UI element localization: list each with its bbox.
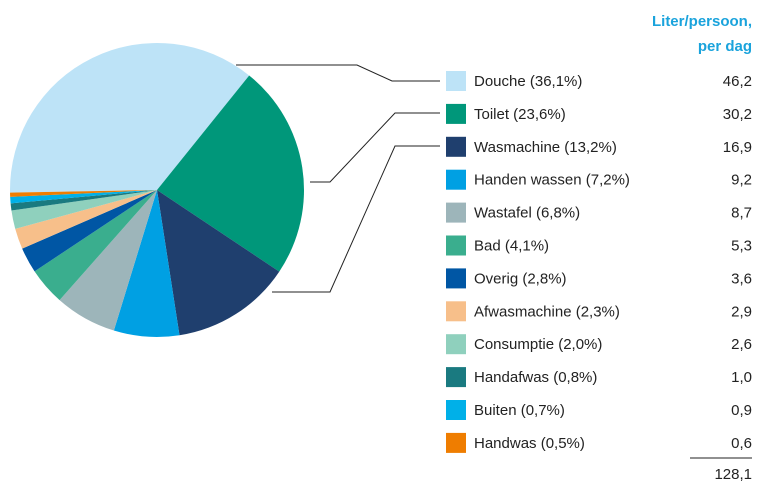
legend-swatch — [446, 71, 466, 91]
legend-label: Overig (2,8%) — [474, 270, 567, 287]
legend-swatch — [446, 334, 466, 355]
value-label: 0,6 — [731, 435, 752, 452]
legend-label: Wastafel (6,8%) — [474, 205, 580, 222]
value-label: 46,2 — [723, 73, 752, 90]
value-label: 1,0 — [731, 369, 752, 386]
value-label: 3,6 — [731, 270, 752, 287]
pie-slice — [157, 75, 305, 272]
legend-label: Bad (4,1%) — [474, 237, 549, 254]
value-label: 5,3 — [731, 237, 752, 254]
legend-label: Handafwas (0,8%) — [474, 369, 597, 386]
column-header: per dag — [698, 38, 752, 55]
value-label: 2,6 — [731, 336, 752, 353]
pie-slice — [22, 190, 157, 272]
column-header: Liter/persoon, — [652, 13, 752, 30]
pie-slice — [9, 42, 250, 193]
legend-label: Afwasmachine (2,3%) — [474, 303, 620, 320]
value-label: 30,2 — [723, 106, 752, 123]
legend-swatch — [446, 432, 466, 453]
value-label: 8,7 — [731, 205, 752, 222]
legend-label: Consumptie (2,0%) — [474, 336, 602, 353]
legend-label: Handwas (0,5%) — [474, 435, 585, 452]
value-label: 2,9 — [731, 303, 752, 320]
leader-line — [236, 64, 440, 82]
value-label: 0,9 — [731, 402, 752, 419]
pie-slice — [59, 190, 157, 331]
legend-swatch — [446, 136, 466, 157]
pie-slice — [113, 190, 180, 337]
value-label: 16,9 — [723, 139, 752, 156]
legend-swatch — [446, 268, 466, 289]
legend-swatch — [446, 103, 466, 124]
legend-label: Wasmachine (13,2%) — [474, 139, 617, 156]
total: 128,1 — [714, 466, 752, 483]
pie-slice — [10, 190, 157, 211]
pie-slice — [10, 190, 158, 197]
pie-slice — [11, 190, 158, 229]
pie-slice — [15, 190, 158, 249]
legend-label: Buiten (0,7%) — [474, 402, 565, 419]
pie-slice — [10, 190, 157, 204]
legend-label: Toilet (23,6%) — [474, 106, 566, 123]
legend-label: Handen wassen (7,2%) — [474, 172, 630, 189]
legend-label: Douche (36,1%) — [474, 73, 582, 90]
legend-swatch — [446, 301, 466, 322]
value-label: 9,2 — [731, 172, 752, 189]
legend-swatch — [446, 202, 466, 223]
legend-swatch — [446, 235, 466, 256]
leader-line — [310, 112, 440, 183]
legend-swatch — [446, 169, 466, 190]
pie-slice — [34, 190, 157, 301]
legend-swatch — [446, 367, 466, 388]
leader-line — [272, 145, 440, 293]
pie-slice — [157, 190, 280, 336]
legend-swatch — [446, 400, 466, 420]
